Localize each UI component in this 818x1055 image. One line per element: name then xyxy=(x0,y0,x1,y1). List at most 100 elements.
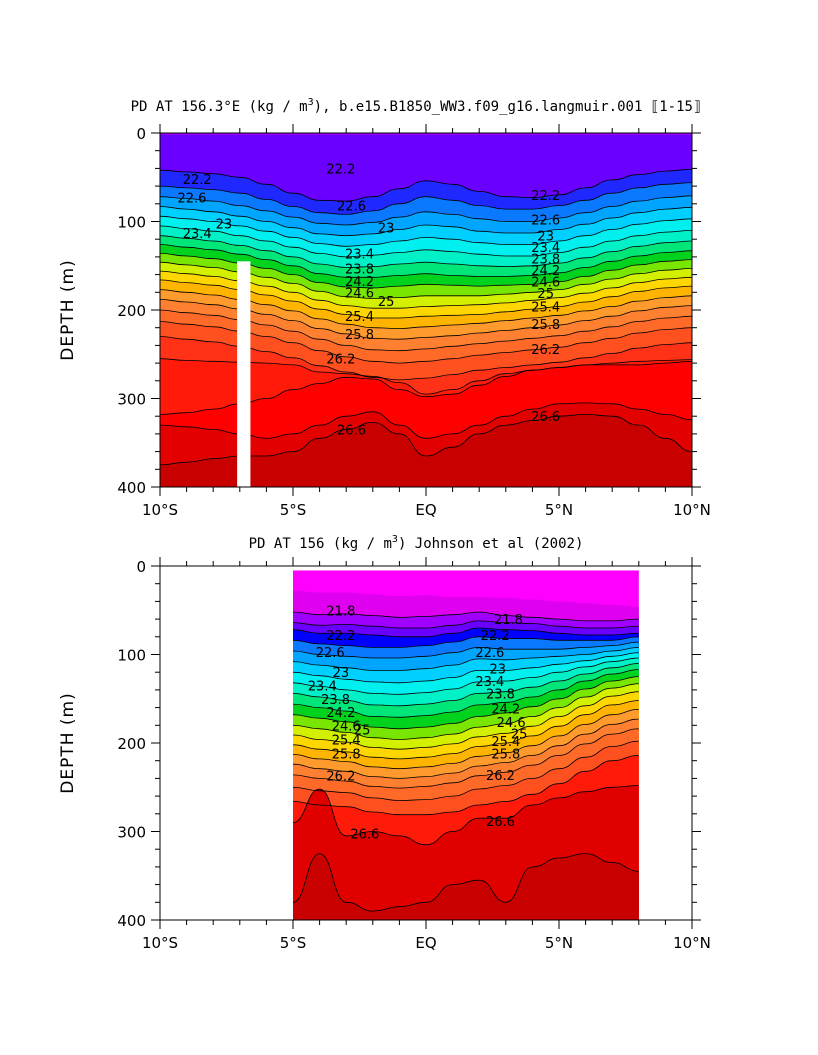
contour-line-8 xyxy=(292,652,639,684)
y-tick-label: 100 xyxy=(117,214,146,232)
contour-label: 25.8 xyxy=(345,328,374,343)
x-tick-label: EQ xyxy=(415,934,436,952)
title-superscript: 3 xyxy=(392,534,398,545)
contour-line-17 xyxy=(292,718,639,779)
title-superscript: 3 xyxy=(308,97,314,108)
contour-label: 26.2 xyxy=(326,770,355,785)
x-tick-label: EQ xyxy=(415,501,436,519)
contour-line-22 xyxy=(292,853,639,912)
x-tick-label: 10°S xyxy=(142,501,178,519)
contour-label: 22.2 xyxy=(531,189,560,204)
contour-label: 23 xyxy=(490,663,507,678)
x-tick-label: 10°S xyxy=(142,934,178,952)
density-band-22 xyxy=(160,414,692,487)
contour-label: 22.2 xyxy=(326,629,355,644)
contour-line-4 xyxy=(160,195,692,226)
contour-label: 23.8 xyxy=(345,262,374,277)
contour-label: 24.2 xyxy=(531,264,560,279)
y-axis-label: DEPTH (m) xyxy=(58,692,78,793)
density-band-22 xyxy=(293,853,639,920)
contour-line-16 xyxy=(292,709,639,770)
contour-label: 22.6 xyxy=(177,192,206,207)
contour-line-7 xyxy=(292,647,639,671)
x-tick-label: 10°N xyxy=(673,934,711,952)
contour-line-14 xyxy=(292,691,639,750)
contour-line-6 xyxy=(160,215,692,247)
contour-label: 22.2 xyxy=(326,162,355,177)
contour-label: 23.8 xyxy=(486,687,515,702)
y-tick-label: 200 xyxy=(117,302,146,320)
contour-label: 23 xyxy=(537,230,554,245)
contour-label: 24.2 xyxy=(345,275,374,290)
contour-label: 24.6 xyxy=(497,716,526,731)
contour-line-8 xyxy=(160,235,692,268)
contour-line-6 xyxy=(292,641,639,659)
title-text-rest: ), b.e15.B1850_WW3.f09_g16.langmuir.001 … xyxy=(314,99,702,115)
contour-label: 25.8 xyxy=(491,748,520,763)
contour-label: 22.2 xyxy=(183,173,212,188)
y-tick-label: 300 xyxy=(117,391,146,409)
contour-label: 22.2 xyxy=(481,629,510,644)
contour-line-9 xyxy=(292,657,639,695)
contour-line-4 xyxy=(292,627,639,638)
contour-label: 25.4 xyxy=(332,733,361,748)
contour-label: 25.8 xyxy=(531,318,560,333)
contour-label: 26.6 xyxy=(350,827,379,842)
contour-label: 23.4 xyxy=(183,227,212,242)
contour-label: 25 xyxy=(537,287,554,302)
contour-line-5 xyxy=(160,206,692,237)
contour-label: 23.4 xyxy=(345,247,374,262)
y-tick-label: 0 xyxy=(136,125,146,143)
contour-label: 26.2 xyxy=(531,343,560,358)
contour-label: 25 xyxy=(511,727,528,742)
title-text: PD AT 156.3°E (kg / m xyxy=(131,99,308,115)
contour-label: 26.6 xyxy=(531,410,560,425)
y-tick-label: 400 xyxy=(117,912,146,930)
contour-label: 24.6 xyxy=(345,286,374,301)
x-tick-label: 5°S xyxy=(280,934,307,952)
y-tick-label: 400 xyxy=(117,479,146,497)
contour-label: 21.8 xyxy=(494,613,523,628)
contour-label: 26.6 xyxy=(486,815,515,830)
contour-label: 23 xyxy=(378,222,395,237)
contour-line-18 xyxy=(292,728,639,789)
contour-field: 22.222.62323.422.222.62323.423.824.224.6… xyxy=(160,133,692,487)
contour-line-2 xyxy=(292,611,639,622)
contour-line-13 xyxy=(292,683,639,740)
y-tick-label: 0 xyxy=(136,558,146,576)
missing-data-column xyxy=(237,261,251,487)
contour-label: 24.2 xyxy=(326,706,355,721)
y-axis-label: DEPTH (m) xyxy=(58,259,78,360)
contour-label: 24.2 xyxy=(491,702,520,717)
contour-line-10 xyxy=(292,663,639,707)
contour-line-12 xyxy=(292,676,639,730)
contour-label: 25.4 xyxy=(531,300,560,315)
contour-label: 22.6 xyxy=(316,646,345,661)
contour-label: 25 xyxy=(354,724,371,739)
contour-label: 25.4 xyxy=(491,735,520,750)
bottom-panel: 21.822.222.62323.423.824.224.62525.425.8… xyxy=(58,534,711,952)
y-tick-label: 100 xyxy=(117,647,146,665)
contour-label: 23.4 xyxy=(308,679,337,694)
contour-label: 23 xyxy=(333,666,350,681)
title-text: PD AT 156 (kg / m xyxy=(249,536,392,552)
contour-line-3 xyxy=(292,620,639,629)
contour-label: 24.6 xyxy=(332,719,361,734)
contour-label: 26.6 xyxy=(337,423,366,438)
contour-line-9 xyxy=(160,244,692,278)
x-tick-label: 5°N xyxy=(545,501,573,519)
title-text-rest: ) Johnson et al (2002) xyxy=(398,536,583,552)
contour-line-2 xyxy=(160,168,692,202)
contour-label: 26.2 xyxy=(486,769,515,784)
y-tick-label: 300 xyxy=(117,824,146,842)
y-tick-label: 200 xyxy=(117,735,146,753)
chart-title: PD AT 156 (kg / m3) Johnson et al (2002) xyxy=(249,534,584,552)
contour-label: 22.6 xyxy=(337,200,366,215)
contour-label: 23.8 xyxy=(321,693,350,708)
contour-label: 25.4 xyxy=(345,310,374,325)
contour-line-11 xyxy=(292,669,639,718)
contour-line-21 xyxy=(292,785,639,846)
x-tick-label: 5°S xyxy=(280,501,307,519)
contour-line-15 xyxy=(292,700,639,760)
